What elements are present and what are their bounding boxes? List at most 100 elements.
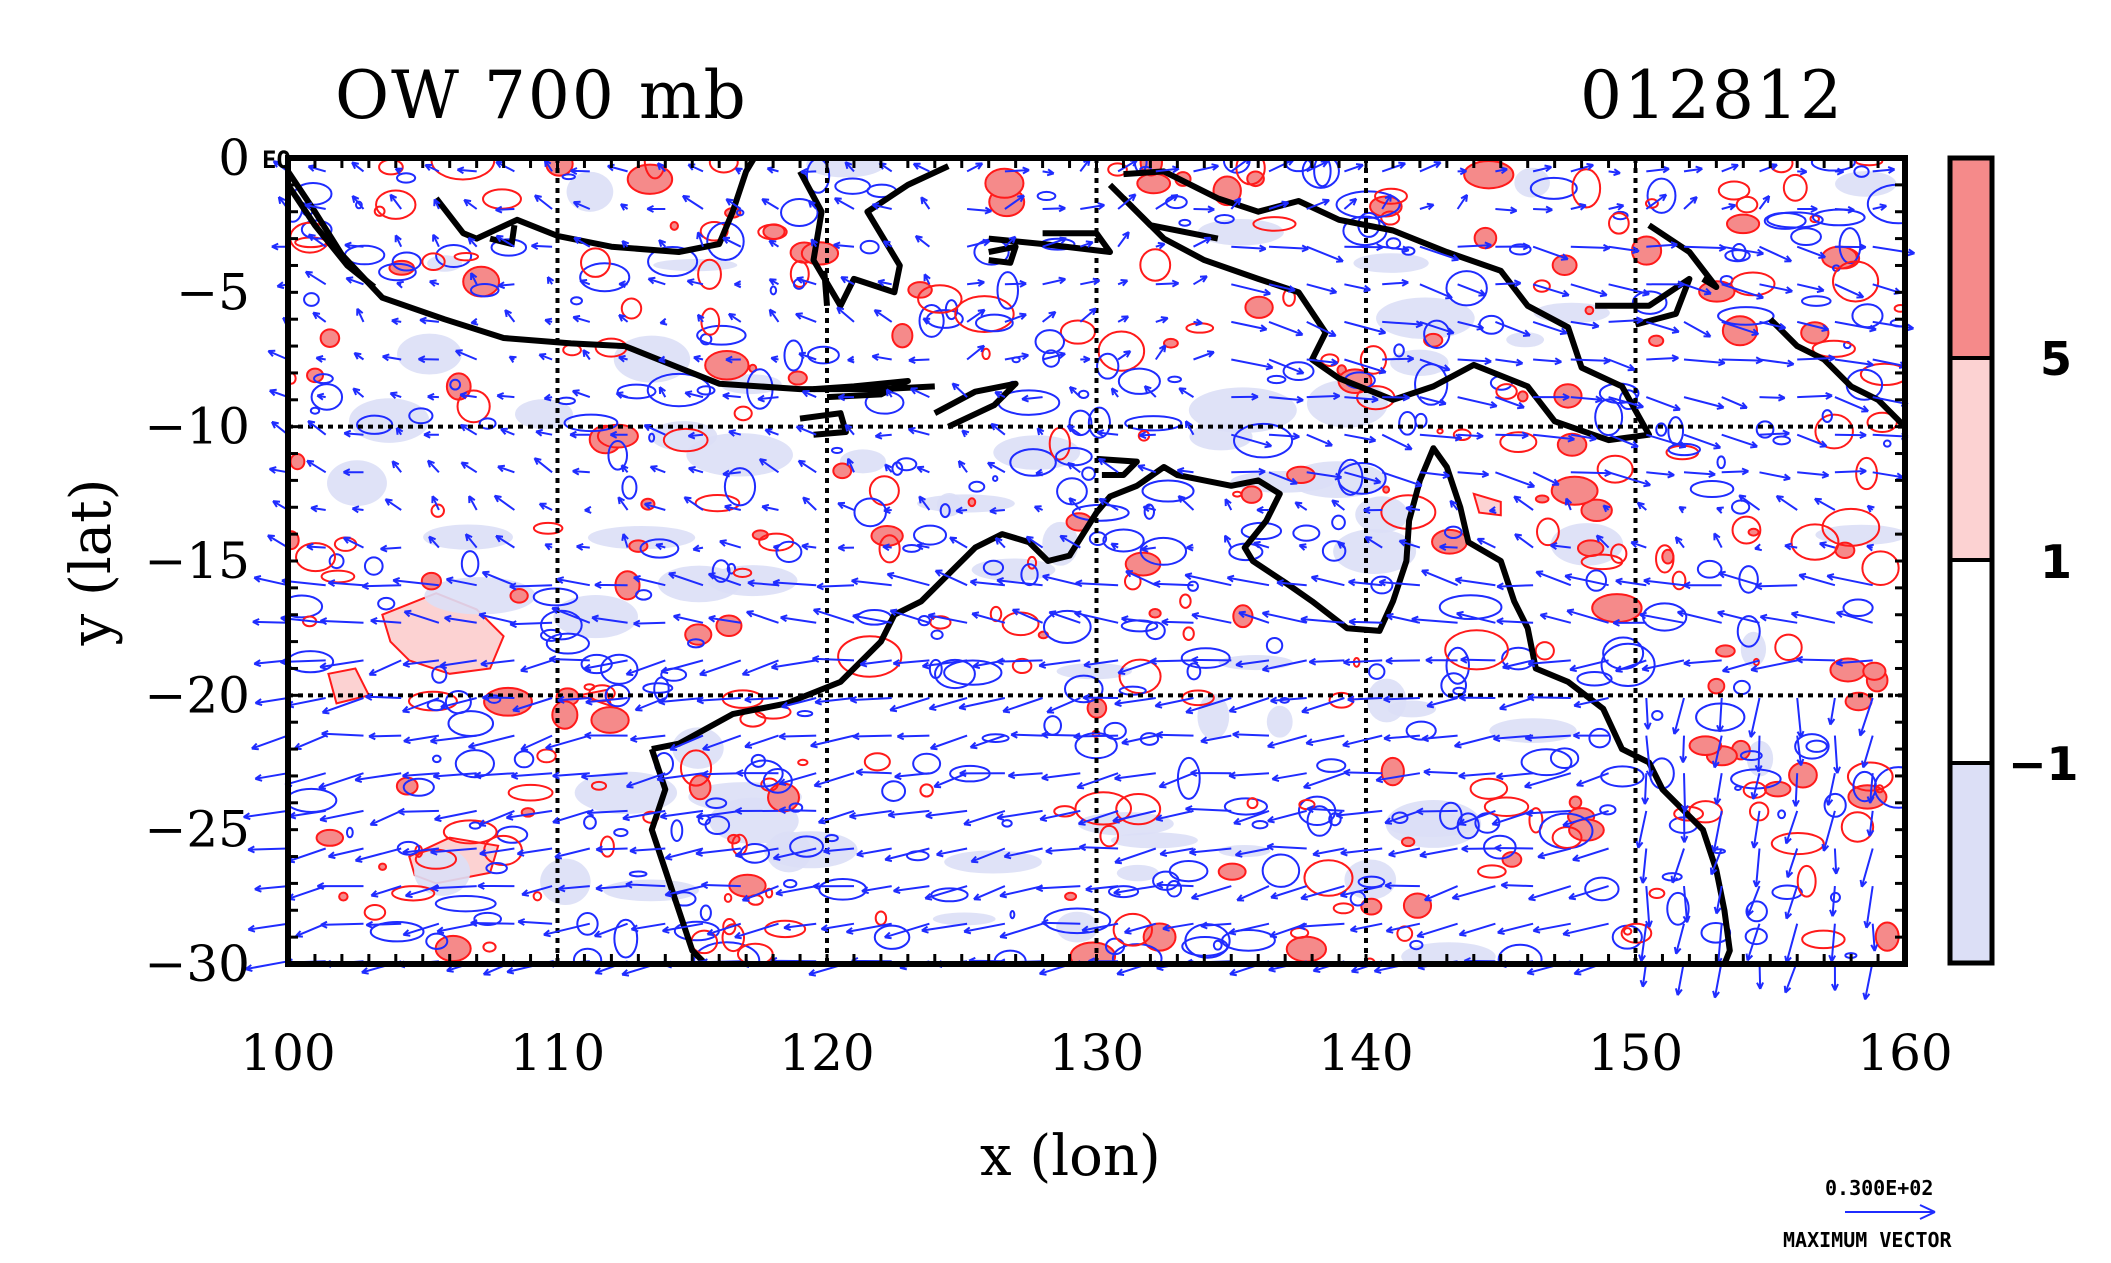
wind-arrow bbox=[1500, 881, 1534, 890]
contour-negative bbox=[1357, 875, 1386, 889]
wind-arrow bbox=[1348, 578, 1383, 587]
wind-arrow bbox=[1532, 922, 1571, 934]
contour-positive bbox=[723, 893, 733, 903]
contour-positive bbox=[1610, 543, 1628, 564]
wind-arrow bbox=[368, 659, 402, 676]
wind-arrow bbox=[1185, 805, 1232, 813]
wind-arrow bbox=[584, 505, 592, 514]
wind-arrow bbox=[1191, 612, 1232, 624]
contour-negative bbox=[425, 932, 449, 950]
wind-arrow bbox=[268, 388, 289, 399]
wind-arrow bbox=[810, 734, 855, 749]
contour-negative bbox=[572, 947, 603, 964]
wind-arrow bbox=[1721, 203, 1737, 211]
wind-arrow bbox=[996, 809, 1043, 821]
contour-negative bbox=[435, 243, 473, 269]
wind-arrow bbox=[816, 582, 855, 591]
wind-arrow bbox=[1300, 885, 1345, 901]
wind-arrow bbox=[1003, 847, 1043, 860]
contour-negative bbox=[1482, 834, 1517, 860]
contour-negative bbox=[670, 819, 684, 842]
wind-arrow bbox=[1161, 618, 1194, 626]
strong-ow-cell bbox=[1501, 851, 1523, 868]
wind-arrow bbox=[874, 431, 892, 440]
contour-negative bbox=[1829, 891, 1841, 903]
wind-arrow bbox=[882, 543, 892, 552]
wind-arrow bbox=[1426, 697, 1458, 709]
wind-arrow bbox=[1456, 610, 1496, 624]
wind-arrow bbox=[1141, 544, 1156, 553]
wind-arrow bbox=[764, 428, 779, 436]
wind-arrow bbox=[684, 390, 704, 399]
strong-ow-cell bbox=[1423, 332, 1444, 348]
wind-arrow bbox=[538, 353, 553, 361]
wind-arrow bbox=[1570, 395, 1603, 404]
wind-arrow bbox=[583, 659, 628, 672]
wind-arrow bbox=[1711, 810, 1723, 853]
wind-arrow bbox=[1457, 167, 1467, 176]
strong-ow-cell bbox=[1382, 485, 1391, 494]
wind-arrow bbox=[1721, 163, 1739, 173]
contour-negative bbox=[1301, 158, 1340, 189]
contour-negative bbox=[545, 632, 590, 655]
wind-arrow bbox=[1224, 534, 1233, 549]
contour-positive bbox=[733, 405, 753, 422]
contour-negative bbox=[449, 378, 462, 391]
strong-ow-cell bbox=[1516, 390, 1529, 403]
wind-arrow bbox=[478, 612, 515, 624]
wind-arrow bbox=[384, 498, 402, 511]
wind-arrow bbox=[1615, 577, 1647, 587]
strong-ow-cell bbox=[1162, 337, 1179, 349]
contour-positive bbox=[708, 158, 739, 174]
wind-arrow bbox=[1676, 609, 1722, 624]
wind-arrow bbox=[1270, 885, 1308, 900]
contour-negative bbox=[1794, 733, 1830, 760]
strong-ow-cell bbox=[1725, 213, 1761, 235]
contour-positive bbox=[954, 295, 1015, 333]
wind-arrow bbox=[321, 729, 364, 738]
contour-negative bbox=[444, 689, 472, 715]
contour-negative bbox=[1736, 615, 1761, 648]
strong-ow-cell bbox=[1064, 891, 1078, 902]
strong-ow-cell bbox=[1715, 644, 1736, 658]
wind-arrow bbox=[618, 354, 628, 363]
wind-arrow bbox=[1306, 320, 1337, 337]
wind-arrow bbox=[1721, 245, 1764, 257]
wind-arrow bbox=[999, 885, 1043, 899]
coast-sulawesi bbox=[797, 163, 950, 309]
wind-arrow bbox=[609, 430, 628, 439]
contour-negative bbox=[613, 828, 629, 838]
wind-arrow bbox=[1228, 771, 1270, 780]
wind-arrow bbox=[500, 427, 515, 436]
wind-arrow bbox=[321, 697, 364, 715]
wind-arrow bbox=[569, 430, 590, 439]
negative-ow-region bbox=[1387, 700, 1437, 718]
wind-arrow bbox=[1349, 922, 1383, 933]
wind-arrow bbox=[1754, 543, 1762, 552]
contour-positive bbox=[1801, 929, 1846, 950]
contour-negative bbox=[313, 373, 334, 385]
wind-arrow bbox=[543, 922, 591, 938]
wind-arrow bbox=[725, 198, 742, 210]
wind-arrow bbox=[778, 732, 817, 741]
wind-arrow bbox=[801, 542, 817, 551]
wind-arrow bbox=[495, 234, 515, 248]
wind-arrow bbox=[1231, 244, 1267, 253]
wind-arrow bbox=[734, 167, 743, 175]
wind-arrow bbox=[1228, 697, 1270, 714]
wind-arrow bbox=[1532, 471, 1560, 486]
wind-arrow bbox=[1532, 283, 1570, 298]
negative-ow-region bbox=[1506, 332, 1545, 348]
wind-arrow bbox=[1796, 283, 1825, 294]
wind-arrow bbox=[1025, 535, 1044, 549]
wind-arrow bbox=[1186, 543, 1194, 552]
wind-arrow bbox=[925, 809, 968, 820]
wind-arrow bbox=[848, 809, 892, 820]
wind-arrow bbox=[1343, 768, 1383, 777]
contour-negative bbox=[532, 587, 579, 607]
contour-positive bbox=[532, 521, 564, 535]
contour-positive bbox=[919, 783, 934, 798]
wind-arrow bbox=[1162, 922, 1194, 932]
wind-arrow bbox=[557, 695, 590, 704]
contour-negative bbox=[1716, 455, 1726, 470]
